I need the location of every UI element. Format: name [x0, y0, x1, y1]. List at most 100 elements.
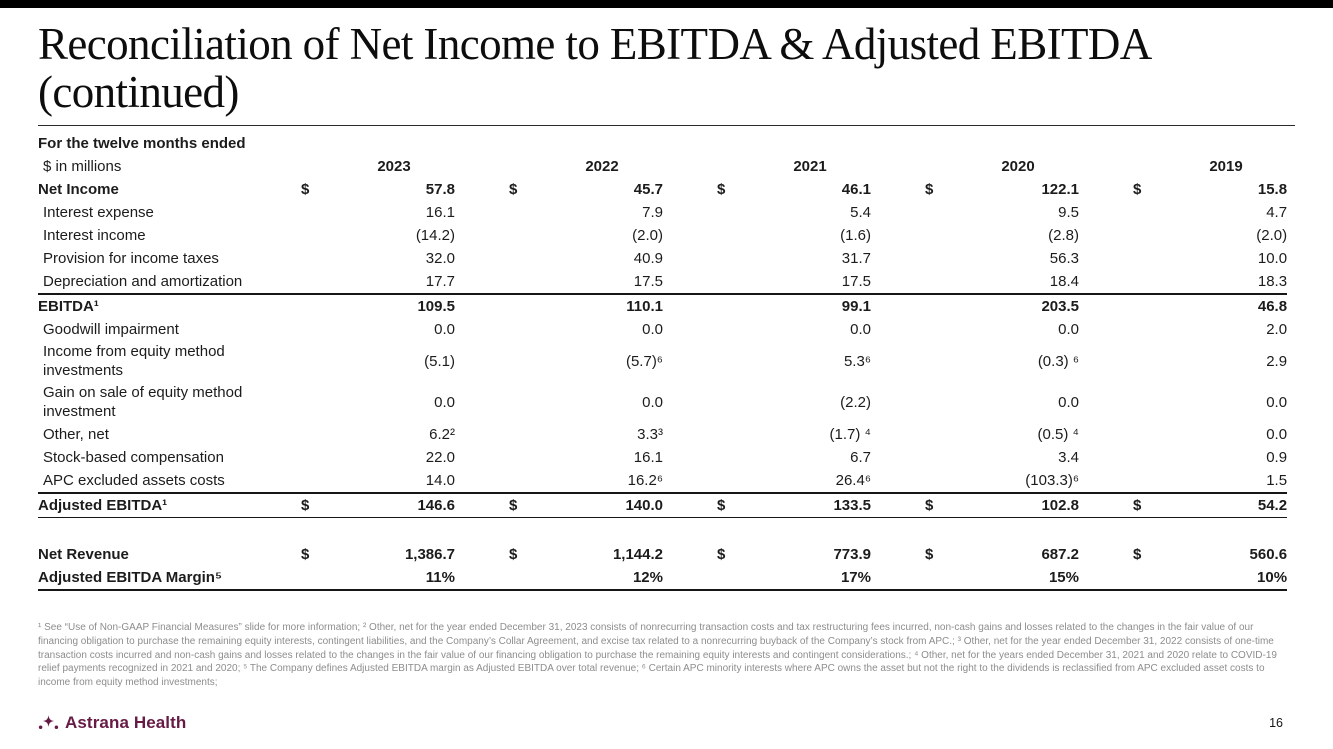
dollar-cell	[295, 341, 333, 382]
table-row: Income from equity method investments (5…	[38, 341, 1287, 382]
value-cell: 5.4	[850, 204, 871, 222]
dollar-cell: $	[925, 546, 934, 564]
value-cell: 560.6	[1249, 546, 1288, 564]
page-title-line1: Reconciliation of Net Income to EBITDA &…	[38, 19, 1152, 69]
value-cell: 5.3⁶	[843, 352, 871, 370]
value-cell: 22.0	[425, 449, 455, 467]
value-cell: 32.0	[425, 250, 455, 268]
dollar-cell: $	[717, 181, 726, 199]
table-row: Net Income $57.8 $45.7 $46.1 $122.1 $15.…	[38, 178, 1287, 201]
table-row: EBITDA¹ 109.5 110.1 99.1 203.5 46.8	[38, 294, 1288, 318]
page-title: Reconciliation of Net Income to EBITDA &…	[38, 19, 1295, 117]
table-header-row: For the twelve months ended	[38, 132, 1287, 155]
table-row: APC excluded assets costs 14.0 16.2⁶ 26.…	[38, 469, 1287, 493]
dollar-cell	[503, 469, 541, 493]
dollar-cell	[295, 469, 333, 493]
dollar-cell: $	[301, 497, 310, 515]
value-cell: 0.0	[642, 393, 663, 411]
value-cell: 0.0	[1266, 426, 1288, 444]
table-row: Stock-based compensation 22.0 16.1 6.7 3…	[38, 446, 1287, 469]
dollar-cell: $	[1133, 181, 1142, 199]
dollar-cell	[503, 270, 541, 294]
dollar-cell	[919, 382, 957, 423]
value-cell: (2.2)	[840, 393, 871, 411]
year-header: 2020	[1001, 158, 1035, 176]
value-cell: 16.2⁶	[627, 472, 663, 490]
dollar-cell	[1127, 247, 1165, 270]
dollar-cell	[1127, 224, 1165, 247]
row-label: Interest expense	[43, 204, 154, 222]
dollar-cell	[919, 423, 957, 446]
value-cell: 56.3	[1049, 250, 1079, 268]
value-cell: (5.7)⁶	[625, 352, 663, 370]
dollar-cell	[919, 224, 957, 247]
dollar-cell: $	[509, 181, 518, 199]
dollar-cell: $	[301, 181, 310, 199]
logo-text: Astrana Health	[65, 713, 187, 732]
value-cell: (5.1)	[424, 352, 455, 370]
value-cell: 0.0	[1058, 321, 1079, 339]
dollar-cell	[711, 294, 749, 318]
value-cell: 40.9	[633, 250, 663, 268]
value-cell: (1.7) ⁴	[829, 426, 871, 444]
row-label: Adjusted EBITDA Margin⁵	[38, 569, 222, 587]
value-cell: 54.2	[1257, 497, 1288, 515]
dollar-cell	[711, 341, 749, 382]
dollar-cell: $	[925, 497, 934, 515]
page-title-line2: (continued)	[38, 66, 239, 117]
value-cell: 110.1	[626, 298, 663, 316]
dollar-cell	[919, 155, 957, 178]
value-cell: 0.0	[434, 321, 455, 339]
value-cell: 1.5	[1266, 472, 1288, 490]
dollar-cell: $	[717, 546, 726, 564]
value-cell: 687.2	[1041, 546, 1079, 564]
table-row: Gain on sale of equity method investment…	[38, 382, 1287, 423]
value-cell: (2.0)	[1256, 227, 1288, 245]
table-row: Adjusted EBITDA¹ $146.6 $140.0 $133.5 $1…	[38, 493, 1288, 518]
logo-sparkle-icon	[38, 715, 59, 729]
dollar-cell	[1127, 270, 1165, 294]
value-cell: 203.5	[1041, 298, 1079, 316]
title-rule	[38, 125, 1295, 127]
value-cell: 3.3³	[637, 426, 663, 444]
dollar-cell	[919, 294, 957, 318]
dollar-cell: $	[925, 181, 934, 199]
value-cell: (2.8)	[1048, 227, 1079, 245]
dollar-cell	[295, 224, 333, 247]
row-label: Interest income	[43, 227, 146, 245]
value-cell: 10.0	[1257, 250, 1288, 268]
value-cell: (103.3)⁶	[1025, 472, 1079, 490]
dollar-cell: $	[1133, 546, 1142, 564]
value-cell: 3.4	[1058, 449, 1079, 467]
year-header: 2022	[585, 158, 619, 176]
dollar-cell	[711, 155, 749, 178]
table-row: Depreciation and amortization 17.7 17.5 …	[38, 270, 1287, 294]
row-label: Net Revenue	[38, 546, 129, 564]
row-label: Depreciation and amortization	[43, 273, 243, 291]
dollar-cell	[1127, 201, 1165, 224]
value-cell: (14.2)	[415, 227, 455, 245]
dollar-cell	[1127, 382, 1165, 423]
units-label: $ in millions	[43, 158, 122, 176]
value-cell: 0.0	[1266, 393, 1288, 411]
value-cell: 9.5	[1058, 204, 1079, 222]
dollar-cell	[295, 247, 333, 270]
dollar-cell	[711, 423, 749, 446]
dollar-cell	[295, 201, 333, 224]
dollar-cell	[1127, 423, 1165, 446]
table-year-header-row: $ in millions 2023 2022 2021 2020 2019	[38, 155, 1287, 178]
value-cell: 102.8	[1041, 497, 1079, 515]
page-number: 16	[1269, 716, 1283, 730]
value-cell: 7.9	[642, 204, 663, 222]
dollar-cell	[503, 155, 541, 178]
dollar-cell	[711, 201, 749, 224]
dollar-cell	[295, 423, 333, 446]
dollar-cell	[503, 423, 541, 446]
dollar-cell	[1127, 446, 1165, 469]
dollar-cell	[503, 201, 541, 224]
value-cell: 18.3	[1257, 273, 1288, 291]
dollar-cell	[919, 201, 957, 224]
dollar-cell	[295, 155, 333, 178]
value-cell: 10%	[1257, 569, 1288, 587]
value-cell: 133.5	[833, 497, 871, 515]
